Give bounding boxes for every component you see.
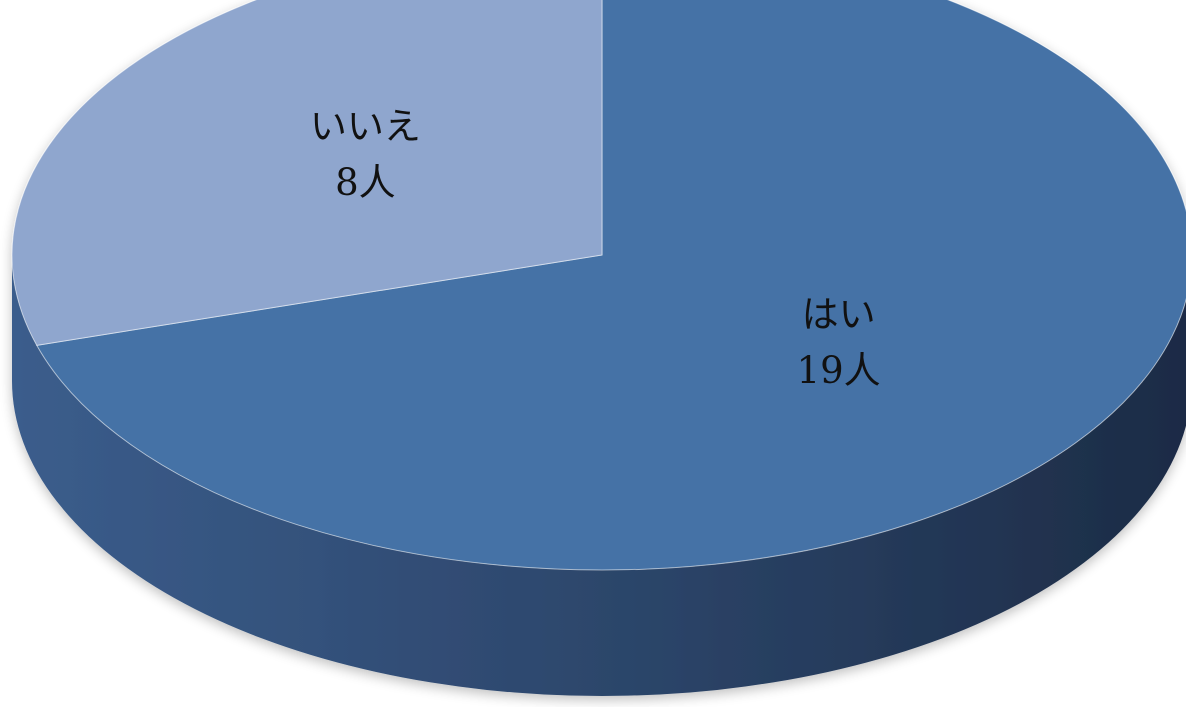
slice-value-label-0: 19人	[797, 349, 881, 392]
slice-category-label-0: はい	[802, 293, 876, 336]
pie-slice-1	[11, 0, 603, 346]
pie-labels: はい 19人 いいえ 8人	[310, 105, 881, 392]
pie-slices	[11, 0, 1186, 571]
pie-side-wall	[12, 255, 1186, 696]
pie-group	[11, 0, 1186, 696]
slice-category-label-1: いいえ	[310, 105, 421, 148]
slice-value-label-1: 8人	[335, 161, 396, 204]
pie-slice-0	[35, 0, 1186, 571]
